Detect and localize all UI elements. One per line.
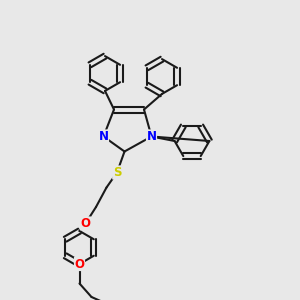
Text: S: S: [113, 166, 121, 179]
Text: N: N: [98, 130, 109, 143]
Text: N: N: [146, 130, 157, 143]
Text: O: O: [74, 257, 85, 271]
Text: O: O: [80, 217, 91, 230]
